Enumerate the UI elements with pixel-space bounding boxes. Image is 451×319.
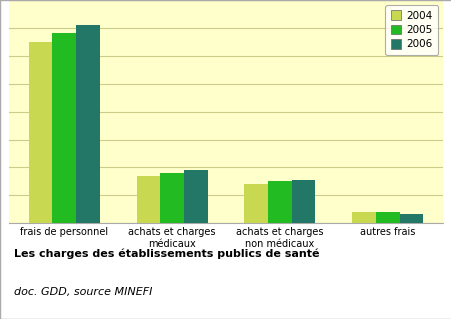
Bar	[375, 212, 399, 223]
Bar	[76, 25, 100, 223]
Bar	[291, 180, 315, 223]
Legend: 2004, 2005, 2006: 2004, 2005, 2006	[385, 5, 437, 55]
Bar	[29, 42, 52, 223]
Bar	[184, 170, 207, 223]
Bar	[52, 33, 76, 223]
Bar	[136, 176, 160, 223]
Text: Les charges des établissements publics de santé: Les charges des établissements publics d…	[14, 249, 318, 259]
Bar	[160, 173, 184, 223]
Bar	[399, 213, 422, 223]
Bar	[244, 184, 267, 223]
Bar	[351, 212, 375, 223]
Text: doc. GDD, source MINEFI: doc. GDD, source MINEFI	[14, 287, 152, 297]
Bar	[267, 182, 291, 223]
